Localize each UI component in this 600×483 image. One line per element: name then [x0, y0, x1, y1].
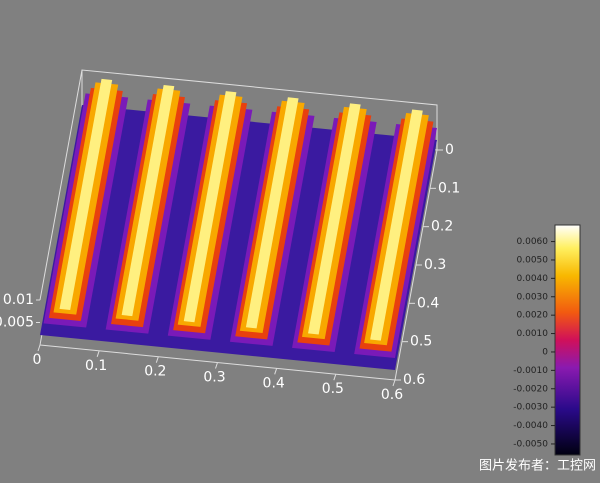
y-tick-label: 0.6: [403, 372, 425, 388]
surface-ridge: [183, 91, 237, 323]
y-tick-label: 0: [445, 142, 454, 158]
colorbar-tick-label: 0.0050: [517, 255, 549, 265]
x-tick: [155, 356, 159, 363]
colorbar: [554, 224, 581, 456]
colorbar-tick-label: -0.0010: [513, 366, 548, 376]
colorbar-tick-label: 0.0020: [517, 311, 549, 321]
colorbar-tick-label: 0.0010: [517, 329, 549, 339]
x-tick: [215, 362, 218, 369]
colorbar-tick-label: 0.0040: [517, 274, 549, 284]
z-tick-label: 0.01: [3, 292, 34, 308]
colorbar-tick-label: 0.0060: [517, 237, 549, 247]
surface-plot: [39, 69, 438, 381]
x-tick-label: 0.6: [381, 387, 403, 403]
colorbar-tick-label: -0.0030: [513, 403, 548, 413]
colorbar-tick-label: -0.0020: [513, 384, 548, 394]
watermark: 图片发布者：工控网: [479, 458, 596, 474]
x-tick-label: 0.5: [322, 381, 344, 397]
z-tick-label: 0.005: [0, 315, 34, 331]
x-tick-label: 0.3: [203, 370, 225, 386]
x-tick-label: 0.1: [85, 358, 107, 374]
surface-ridge: [59, 78, 113, 310]
colorbar-tick-label: 0: [542, 347, 548, 357]
colorbar-tick-label: -0.0040: [513, 421, 548, 431]
y-tick-label: 0.3: [424, 257, 446, 273]
y-tick-label: 0.4: [417, 295, 439, 311]
x-tick: [392, 379, 396, 387]
x-tick: [274, 368, 278, 375]
x-tick-label: 0.2: [144, 364, 166, 380]
x-tick-label: 0: [33, 352, 42, 368]
surface-ridge: [370, 109, 423, 341]
colorbar-tick-label: 0.0030: [517, 292, 549, 302]
x-tick-label: 0.4: [263, 375, 285, 391]
x-tick: [37, 344, 41, 352]
surface-ridge: [245, 97, 299, 329]
y-tick-label: 0.1: [438, 180, 460, 196]
y-tick-label: 0.5: [410, 334, 432, 350]
surface-ridge: [121, 85, 175, 317]
x-tick: [96, 350, 100, 357]
surface-ridge: [308, 103, 361, 335]
colorbar-tick-label: -0.0050: [513, 439, 548, 449]
x-tick: [333, 374, 337, 381]
y-tick-label: 0.2: [431, 219, 453, 235]
